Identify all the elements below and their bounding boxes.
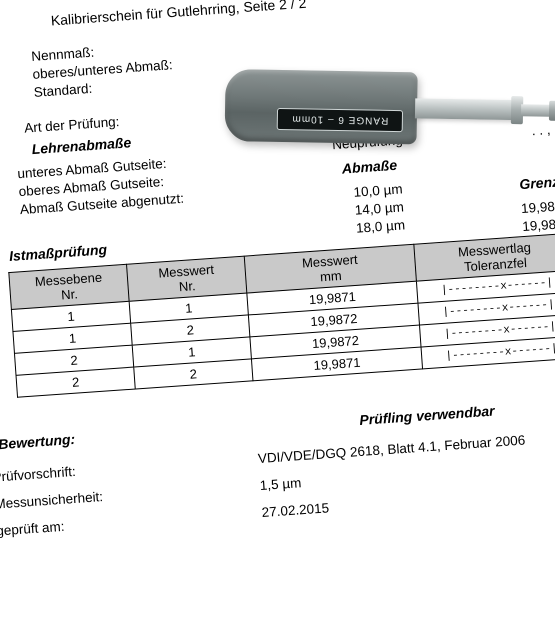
gauge-shaft-icon [415,98,515,120]
bore-gauge-icon: RANGE 6 – 10mm [224,55,555,171]
gauge-shaft2-icon [521,104,551,117]
lower-values: VDI/VDE/DGQ 2618, Blatt 4.1, Februar 200… [257,426,530,525]
heading-bewertung: Bewertung: [0,431,76,452]
lehren-block: unteres Abmaß Gutseite: oberes Abmaß Gut… [17,154,185,220]
heading-lehrenabmasse: Lehrenabmaße [31,134,131,157]
abm-v3: 18,0 µm [356,217,406,239]
label-art-pruefung: Art der Prüfung: [24,113,120,138]
value-verwendbar: Prüfling verwendbar [359,403,495,428]
grenz-v1: 19,9850 mm [521,195,555,218]
label-geprueft-am: geprüft am: [0,510,106,545]
gauge-handle-icon: RANGE 6 – 10mm [224,69,417,144]
lower-labels: Prüfvorschrift: Messunsicherheit: geprüf… [0,456,106,544]
abmasse-values: 10,0 µm 14,0 µm 18,0 µm [353,180,406,238]
heading-grenzmasse: Grenzma [519,172,555,192]
gauge-tip-icon [549,101,555,121]
nominal-block: Nennmaß: oberes/unteres Abmaß: Standard: [31,38,175,102]
heading-istmasspruefung: Istmaßprüfung [9,241,108,264]
gauge-range-label: RANGE 6 – 10mm [277,108,403,132]
page-title: Kalibrierschein für Gutlehrring, Seite 2… [50,0,307,29]
